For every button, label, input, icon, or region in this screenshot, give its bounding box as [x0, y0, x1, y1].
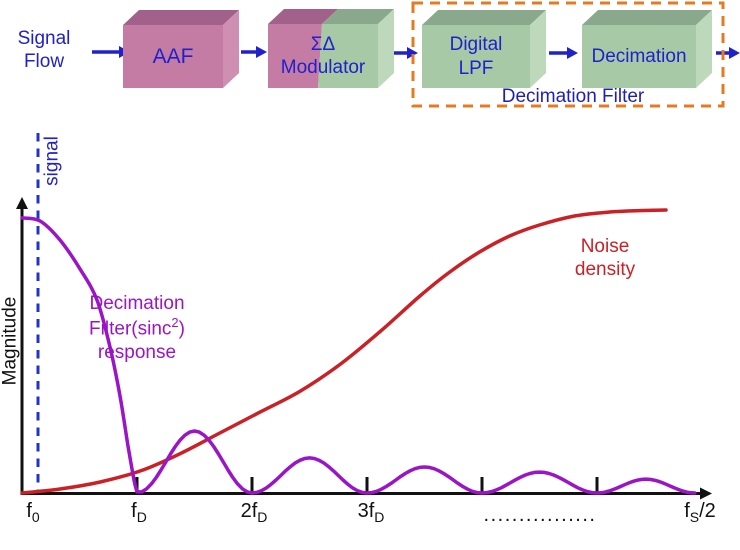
- decimation-filter-group-box: [411, 1, 725, 108]
- x-label-3fd: 3fD: [357, 500, 385, 525]
- x-label-fd: fD: [131, 500, 147, 525]
- block-digital-lpf: [422, 10, 546, 88]
- sinc-annotation-line2-close: ): [178, 318, 185, 340]
- y-axis: [16, 197, 28, 495]
- flow-arrow-2: [241, 46, 267, 58]
- block-aaf: [123, 10, 239, 88]
- flow-arrow-3: [394, 47, 418, 59]
- noise-density-annotation: Noise density: [574, 235, 636, 280]
- block-aaf-label: AAF: [152, 44, 194, 68]
- sinc-annotation-line1: Decimation: [89, 293, 185, 315]
- block-decimation: [582, 10, 712, 88]
- block-digital-lpf-label: Digital LPF: [449, 34, 503, 79]
- x-axis-ellipsis-dots: ................: [483, 504, 597, 526]
- signal-marker-label: signal: [41, 136, 63, 186]
- x-label-2fd: 2fD: [240, 500, 268, 525]
- y-axis-label: Magnitude: [0, 296, 21, 386]
- block-sd-modulator: [268, 9, 394, 88]
- sinc-response-annotation: Decimation Filter(sinc2) response: [89, 292, 185, 364]
- x-label-f0: f0: [26, 500, 40, 525]
- flow-arrow-4: [549, 47, 578, 59]
- block-sd-modulator-label: ΣΔ Modulator: [280, 33, 366, 78]
- sinc-response-curve: [20, 216, 697, 495]
- sinc-annotation-line3: response: [97, 341, 177, 363]
- block-decimation-label: Decimation: [591, 45, 687, 67]
- sinc-annotation-sup: 2: [171, 315, 179, 331]
- decimation-filter-group-label: Decimation Filter: [501, 86, 645, 107]
- flow-arrow-5: [716, 47, 740, 59]
- sinc-annotation-line2: Filter(sinc: [89, 318, 172, 340]
- noise-density-curve: [20, 208, 668, 495]
- x-label-fs2: fS/2: [684, 500, 716, 525]
- signal-flow-label: Signal Flow: [17, 28, 71, 73]
